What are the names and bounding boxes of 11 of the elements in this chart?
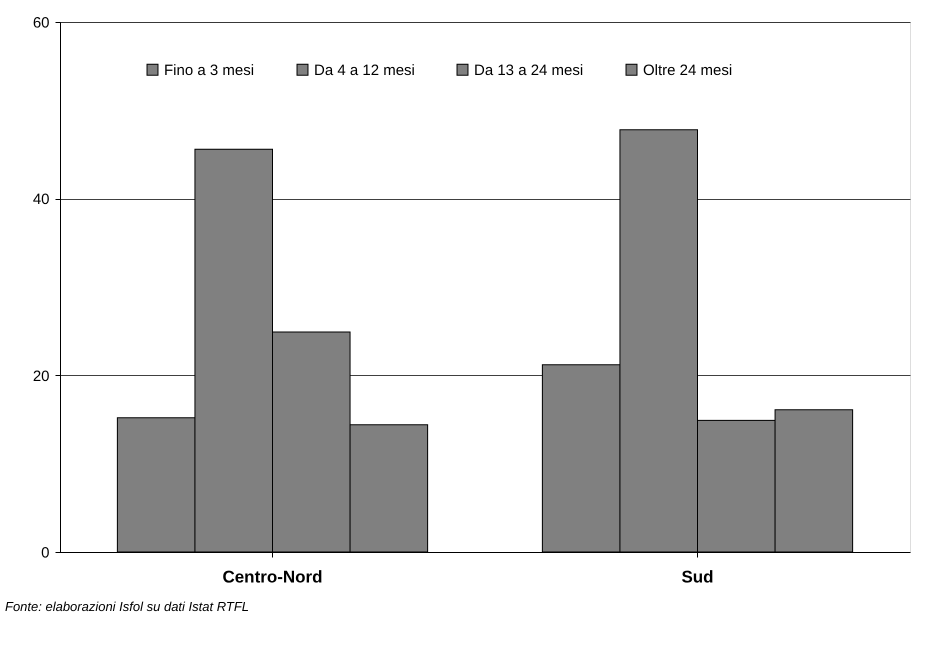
y-tick-label: 60 (32, 14, 50, 32)
x-tick-label: Centro-Nord (222, 568, 323, 586)
x-tick-label: Sud (681, 568, 714, 586)
source-note: Fonte: elaborazioni Isfol su dati Istat RTFL (5, 599, 249, 614)
y-tick-label: 40 (32, 191, 50, 208)
legend-label: Fino a 3 mesi (164, 62, 254, 79)
legend-label: Oltre 24 mesi (643, 62, 732, 79)
legend-label: Da 13 a 24 mesi (474, 62, 584, 79)
legend-label: Da 4 a 12 mesi (314, 62, 415, 79)
y-tick-label: 0 (41, 544, 50, 562)
y-tick-label: 20 (32, 368, 50, 385)
